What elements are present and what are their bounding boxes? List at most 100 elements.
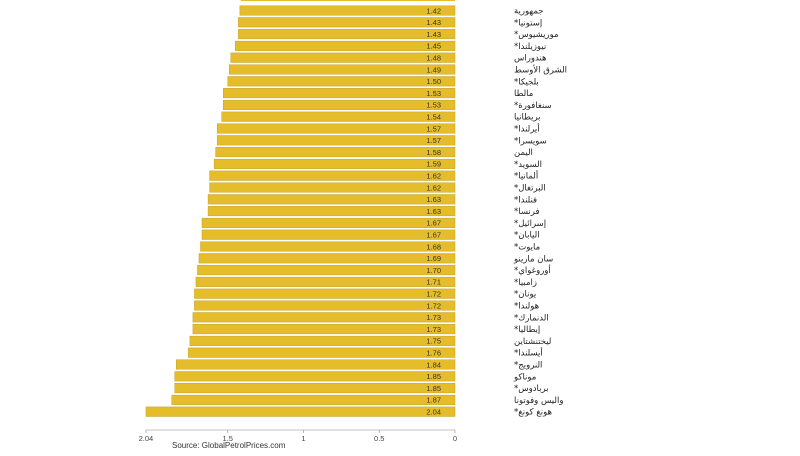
value-labels-group: 1.42 1.43 1.43 1.45 1.48 1.49 1.50 1.53 1.53 1.54… — [426, 6, 441, 416]
bar — [174, 383, 456, 394]
category-label: فرنسا* — [514, 207, 540, 217]
bar — [209, 170, 456, 181]
category-label: نيوزيلندا* — [514, 42, 546, 52]
x-tick-label: 0 — [453, 434, 457, 443]
bar — [201, 229, 456, 240]
category-label: هونغ كونغ* — [514, 408, 552, 418]
bar — [209, 182, 456, 193]
category-label: أيرلندا* — [514, 123, 540, 135]
bar — [192, 312, 456, 323]
bar-value-label: 1.70 — [426, 266, 441, 275]
bar-value-label: 1.84 — [426, 360, 441, 369]
bar — [229, 64, 456, 75]
bar — [238, 29, 456, 40]
category-label: مايوت* — [514, 243, 540, 253]
category-label: ليختنشتاين — [514, 337, 551, 347]
bar-value-label: 1.87 — [426, 396, 441, 405]
bar-value-label: 1.63 — [426, 207, 441, 216]
chart-source: Source: GlobalPetrolPrices.com — [172, 441, 286, 450]
bar — [201, 217, 456, 228]
bar-value-label: 1.75 — [426, 337, 441, 346]
bar-value-label: 1.54 — [426, 113, 441, 122]
bar-value-label: 1.53 — [426, 89, 441, 98]
bar — [239, 5, 456, 16]
bar-value-label: 1.62 — [426, 183, 441, 192]
bar-value-label: 1.63 — [426, 195, 441, 204]
x-tick-label: 2.04 — [139, 434, 154, 443]
bar — [195, 276, 456, 287]
category-label: فنلندا* — [514, 195, 537, 205]
bar — [189, 335, 456, 346]
bar-value-label: 1.67 — [426, 219, 441, 228]
bar-value-label: 1.48 — [426, 54, 441, 63]
bar-value-label: 2.04 — [426, 408, 441, 417]
bar — [176, 359, 456, 370]
category-label: هندوراس — [514, 54, 546, 64]
category-label: النرويج* — [514, 361, 542, 371]
category-label: يونان* — [514, 290, 537, 300]
bar — [227, 76, 456, 87]
bar — [216, 123, 456, 134]
bar — [200, 241, 456, 252]
bar-value-label: 1.85 — [426, 372, 441, 381]
bar — [194, 300, 456, 311]
bar — [238, 17, 456, 28]
category-label: واليس وفوتونا — [514, 396, 563, 406]
bar-value-label: 1.71 — [426, 278, 441, 287]
bar — [188, 347, 456, 358]
bar — [221, 111, 456, 122]
category-label: سويسرا* — [514, 136, 547, 146]
bar-value-label: 1.62 — [426, 172, 441, 181]
bar — [223, 99, 456, 110]
bar — [197, 265, 456, 276]
bar — [192, 324, 456, 335]
bar — [198, 253, 456, 264]
category-label: إستونيا* — [514, 18, 542, 28]
category-label: بريطانيا — [514, 113, 541, 123]
category-label: إسرائيل* — [514, 219, 546, 229]
bar-value-label: 1.50 — [426, 77, 441, 86]
bar-value-label: 1.57 — [426, 136, 441, 145]
category-label: هولندا* — [514, 302, 539, 312]
x-tick-label: 1 — [301, 434, 305, 443]
bar-value-label: 1.68 — [426, 242, 441, 251]
bar-value-label: 1.67 — [426, 231, 441, 240]
bar-value-label: 1.73 — [426, 313, 441, 322]
category-label: البرتغال* — [514, 184, 546, 194]
bar — [223, 88, 456, 99]
bar — [207, 206, 456, 217]
category-label: مالطا — [514, 89, 533, 99]
bar-value-label: 1.59 — [426, 160, 441, 169]
category-label: أوروغواي* — [514, 264, 551, 276]
category-label: السويد* — [514, 160, 542, 170]
category-label: سنغافورة* — [514, 101, 552, 111]
bar-value-label: 1.43 — [426, 30, 441, 39]
category-label: سان مارينو — [513, 254, 553, 264]
bar — [215, 147, 456, 158]
category-label: الشرق الأوسط — [514, 65, 567, 76]
bar — [207, 194, 456, 205]
bar — [171, 394, 456, 405]
bar — [240, 0, 455, 1]
bar-value-label: 1.73 — [426, 325, 441, 334]
category-label: موريشيوس* — [514, 30, 559, 40]
bar-value-label: 1.76 — [426, 349, 441, 358]
category-label: بلجيكا* — [514, 77, 539, 87]
category-label: موناكو — [513, 372, 536, 382]
bar — [230, 52, 456, 63]
x-tick-label: 1.5 — [223, 434, 233, 443]
category-label: بربادوس* — [514, 384, 549, 394]
category-label: الدنمارك* — [514, 313, 549, 323]
bar-value-label: 1.57 — [426, 124, 441, 133]
bar-value-label: 1.43 — [426, 18, 441, 27]
bar — [235, 40, 456, 51]
bar-value-label: 1.53 — [426, 101, 441, 110]
x-axis: 2.04 1.5 1 0.5 0 — [139, 429, 457, 443]
category-label: زامبيا* — [514, 278, 537, 288]
bar-value-label: 1.45 — [426, 42, 441, 51]
category-label: جمهورية — [514, 7, 544, 17]
bar-value-label: 1.42 — [426, 6, 441, 15]
category-label: اليابان* — [514, 231, 540, 241]
